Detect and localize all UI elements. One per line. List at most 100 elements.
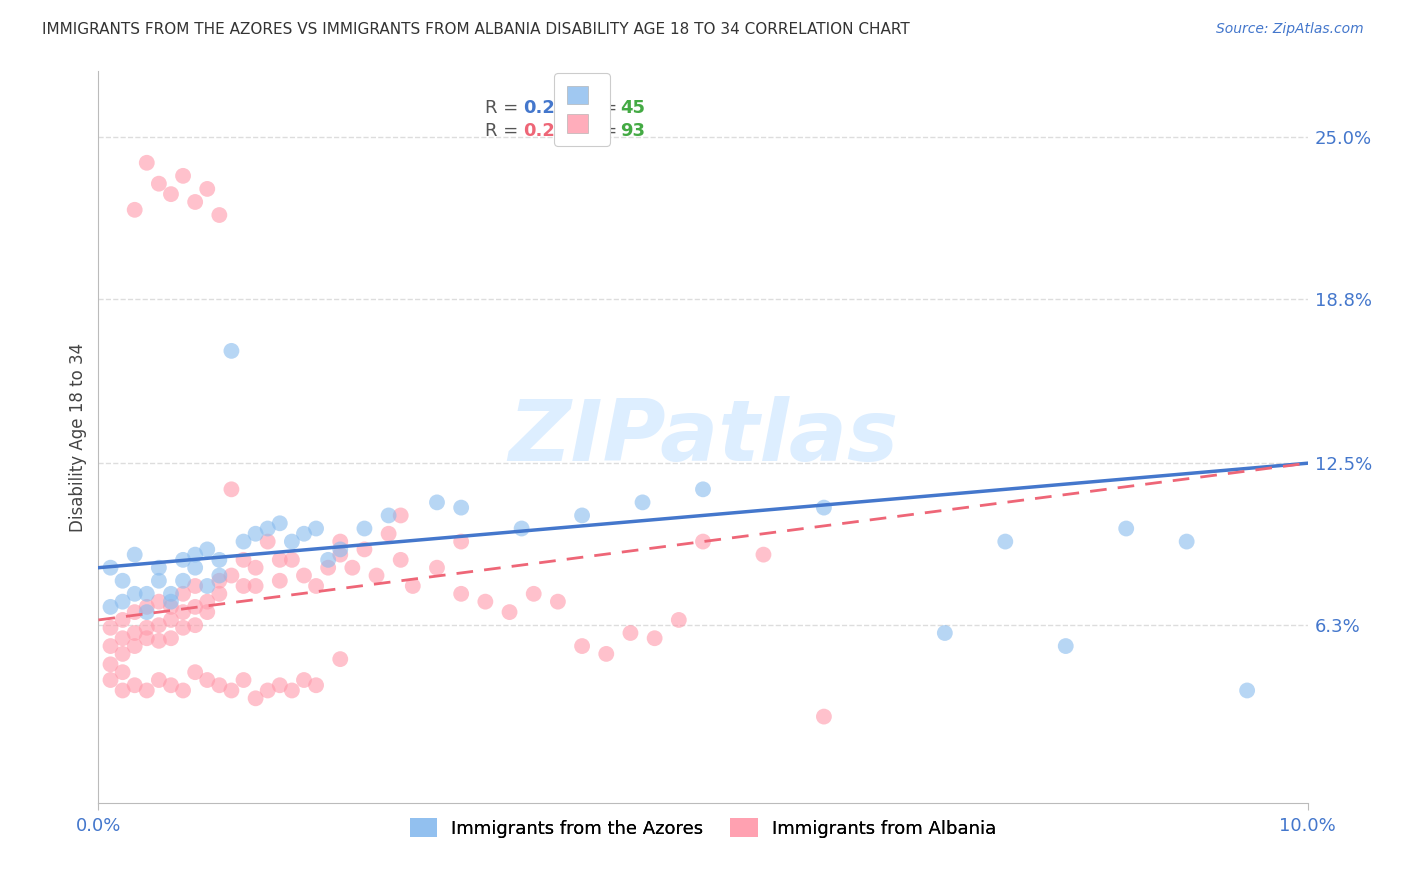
Point	[148, 633, 170, 648]
Point	[172, 574, 194, 588]
Point	[172, 605, 194, 619]
Text: N =: N =	[583, 122, 623, 140]
Point	[523, 587, 546, 601]
Point	[160, 632, 183, 646]
Point	[208, 574, 231, 588]
Point	[474, 594, 496, 608]
Point	[644, 632, 666, 646]
Point	[426, 495, 449, 509]
Point	[111, 683, 134, 698]
Point	[100, 560, 122, 574]
Legend: Immigrants from the Azores, Immigrants from Albania: Immigrants from the Azores, Immigrants f…	[402, 811, 1004, 845]
Point	[100, 599, 122, 614]
Point	[232, 579, 254, 593]
Point	[342, 560, 364, 574]
Point	[232, 553, 254, 567]
Point	[124, 626, 146, 640]
Point	[221, 343, 243, 358]
Point	[160, 613, 183, 627]
Point	[208, 553, 231, 567]
Point	[269, 553, 291, 567]
Text: R =: R =	[485, 99, 524, 117]
Point	[402, 579, 425, 593]
Point	[281, 683, 304, 698]
Point	[195, 594, 218, 608]
Point	[256, 683, 278, 698]
Point	[377, 508, 399, 523]
Point	[160, 678, 183, 692]
Text: IMMIGRANTS FROM THE AZORES VS IMMIGRANTS FROM ALBANIA DISABILITY AGE 18 TO 34 CO: IMMIGRANTS FROM THE AZORES VS IMMIGRANTS…	[42, 22, 910, 37]
Text: ZIPatlas: ZIPatlas	[508, 395, 898, 479]
Point	[184, 560, 207, 574]
Point	[450, 587, 472, 601]
Point	[752, 548, 775, 562]
Point	[221, 483, 243, 497]
Point	[184, 548, 207, 562]
Point	[245, 560, 267, 574]
Point	[111, 613, 134, 627]
Point	[100, 657, 122, 672]
Text: 45: 45	[620, 99, 645, 117]
Point	[305, 521, 328, 535]
Point	[135, 605, 157, 619]
Point	[510, 521, 533, 535]
Point	[111, 647, 134, 661]
Point	[148, 574, 170, 588]
Point	[221, 568, 243, 582]
Point	[292, 526, 315, 541]
Point	[377, 526, 399, 541]
Point	[450, 534, 472, 549]
Point	[366, 568, 388, 582]
Point	[100, 639, 122, 653]
Point	[668, 613, 690, 627]
Point	[184, 579, 207, 593]
Point	[184, 599, 207, 614]
Point	[172, 587, 194, 601]
Point	[184, 618, 207, 632]
Point	[172, 169, 194, 183]
Point	[111, 632, 134, 646]
Point	[135, 683, 157, 698]
Point	[172, 621, 194, 635]
Text: N =: N =	[583, 99, 623, 117]
Point	[135, 621, 157, 635]
Point	[135, 632, 157, 646]
Point	[124, 587, 146, 601]
Point	[595, 647, 617, 661]
Point	[148, 560, 170, 574]
Point	[1115, 521, 1137, 535]
Point	[316, 560, 339, 574]
Point	[994, 534, 1017, 549]
Point	[619, 626, 641, 640]
Point	[305, 579, 328, 593]
Point	[692, 483, 714, 497]
Point	[256, 534, 278, 549]
Point	[195, 605, 218, 619]
Point	[124, 548, 146, 562]
Point	[245, 579, 267, 593]
Point	[135, 587, 157, 601]
Text: 0.215: 0.215	[523, 99, 579, 117]
Point	[135, 599, 157, 614]
Point	[353, 521, 375, 535]
Point	[269, 574, 291, 588]
Point	[195, 673, 218, 687]
Point	[195, 579, 218, 593]
Point	[281, 553, 304, 567]
Point	[124, 678, 146, 692]
Point	[111, 665, 134, 680]
Point	[1175, 534, 1198, 549]
Point	[221, 683, 243, 698]
Point	[160, 187, 183, 202]
Point	[195, 542, 218, 557]
Text: Source: ZipAtlas.com: Source: ZipAtlas.com	[1216, 22, 1364, 37]
Text: 93: 93	[620, 122, 645, 140]
Point	[256, 521, 278, 535]
Point	[135, 155, 157, 169]
Point	[292, 568, 315, 582]
Point	[571, 639, 593, 653]
Text: 0.231: 0.231	[523, 122, 579, 140]
Point	[172, 683, 194, 698]
Point	[124, 605, 146, 619]
Point	[184, 194, 207, 209]
